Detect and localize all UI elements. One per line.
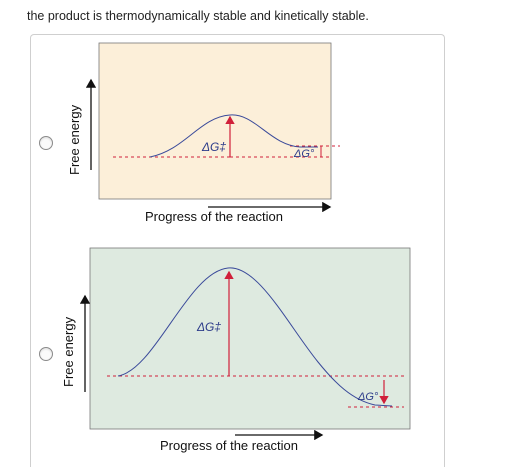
diagram-2-panel	[89, 247, 411, 430]
diagram-2: Free energy Progress of the reaction ΔG‡…	[61, 247, 411, 453]
option-2-radio[interactable]	[39, 347, 53, 361]
diagram-1-x-label: Progress of the reaction	[145, 209, 283, 224]
diagram-2-x-label: Progress of the reaction	[160, 438, 298, 453]
option-1-radio[interactable]	[39, 136, 53, 150]
diagram-2-energy-curve	[117, 267, 393, 407]
diagram-2-activation-label: ΔG‡	[196, 320, 221, 334]
diagram-1-reaction-label: ΔG°	[293, 148, 315, 160]
diagram-2-reaction-label: ΔG°	[357, 391, 379, 403]
diagram-1-activation-label: ΔG‡	[201, 140, 226, 154]
diagram-1: Free energy Progress of the reaction ΔG‡…	[67, 42, 340, 224]
diagram-1-energy-curve	[149, 114, 318, 158]
diagram-1-panel	[98, 42, 332, 200]
diagram-2-y-label: Free energy	[61, 316, 76, 387]
question-prompt: the product is thermodynamically stable …	[27, 9, 369, 23]
diagram-1-y-label: Free energy	[67, 104, 82, 175]
